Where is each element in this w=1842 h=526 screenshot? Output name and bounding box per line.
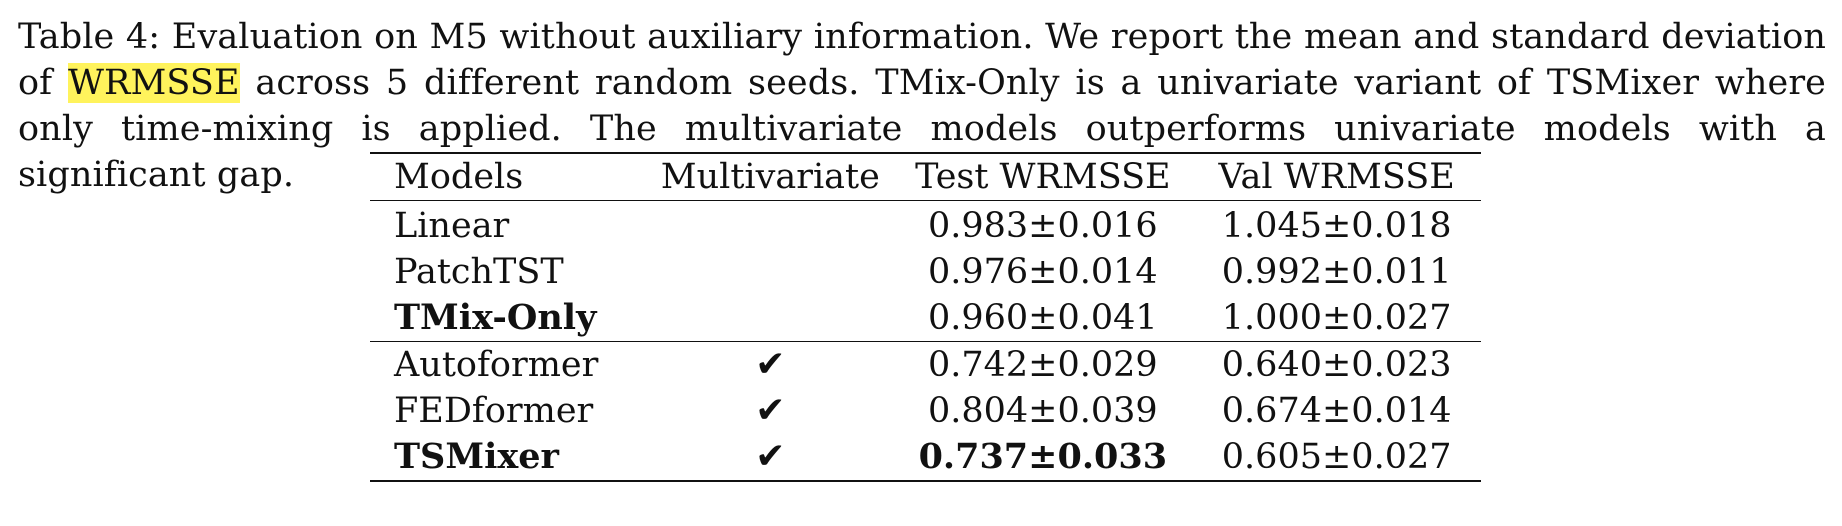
- checkmark-icon: ✔: [755, 344, 786, 385]
- header-test-wrmsse: Test WRMSSE: [915, 157, 1171, 197]
- val-wrmsse-value: 0.992±0.011: [1221, 252, 1452, 292]
- table-row: Linear 0.983±0.016 1.045±0.018: [370, 201, 1481, 250]
- table-row: TMix-Only 0.960±0.041 1.000±0.027: [370, 295, 1481, 342]
- table-header-row: Models Multivariate Test WRMSSE Val WRMS…: [370, 153, 1481, 201]
- univariate-group: Linear 0.983±0.016 1.045±0.018 PatchTST …: [370, 201, 1481, 342]
- table-row: Autoformer ✔ 0.742±0.029 0.640±0.023: [370, 342, 1481, 389]
- model-name: TSMixer: [394, 436, 559, 477]
- results-table-container: Models Multivariate Test WRMSSE Val WRMS…: [370, 152, 1481, 482]
- val-wrmsse-value: 1.000±0.027: [1221, 298, 1452, 338]
- table-row: TSMixer ✔ 0.737±0.033 0.605±0.027: [370, 434, 1481, 481]
- test-wrmsse-value: 0.983±0.016: [927, 206, 1158, 246]
- model-name: FEDformer: [394, 391, 594, 431]
- multivariate-cell: [647, 295, 893, 342]
- header-val-wrmsse: Val WRMSSE: [1218, 157, 1455, 197]
- model-name: Autoformer: [394, 345, 599, 385]
- test-wrmsse-value: 0.976±0.014: [927, 252, 1158, 292]
- table-row: PatchTST 0.976±0.014 0.992±0.011: [370, 249, 1481, 295]
- table-caption: Table 4: Evaluation on M5 without auxili…: [18, 14, 1826, 198]
- multivariate-cell: [647, 201, 893, 250]
- checkmark-icon: ✔: [755, 436, 786, 477]
- val-wrmsse-value: 0.640±0.023: [1221, 345, 1452, 385]
- header-models: Models: [394, 157, 524, 197]
- multivariate-group: Autoformer ✔ 0.742±0.029 0.640±0.023 FED…: [370, 341, 1481, 481]
- caption-text-after: across 5 different random seeds. TMix-On…: [18, 63, 1826, 195]
- val-wrmsse-value: 1.045±0.018: [1221, 206, 1452, 246]
- test-wrmsse-value: 0.804±0.039: [927, 391, 1158, 431]
- multivariate-cell: [647, 249, 893, 295]
- table-row: FEDformer ✔ 0.804±0.039 0.674±0.014: [370, 388, 1481, 434]
- test-wrmsse-value: 0.737±0.033: [918, 436, 1168, 477]
- test-wrmsse-value: 0.960±0.041: [927, 298, 1158, 338]
- results-table: Models Multivariate Test WRMSSE Val WRMS…: [370, 152, 1481, 482]
- model-name: Linear: [394, 206, 510, 246]
- checkmark-icon: ✔: [755, 390, 786, 431]
- model-name: PatchTST: [394, 252, 564, 292]
- test-wrmsse-value: 0.742±0.029: [927, 345, 1158, 385]
- header-multivariate: Multivariate: [660, 157, 880, 197]
- caption-text-before: Evaluation on M5 without auxiliary infor…: [18, 17, 1827, 103]
- caption-label: Table 4:: [18, 17, 161, 57]
- val-wrmsse-value: 0.674±0.014: [1221, 391, 1452, 431]
- model-name: TMix-Only: [394, 297, 597, 338]
- highlighted-term: WRMSSE: [67, 63, 240, 103]
- val-wrmsse-value: 0.605±0.027: [1221, 437, 1452, 477]
